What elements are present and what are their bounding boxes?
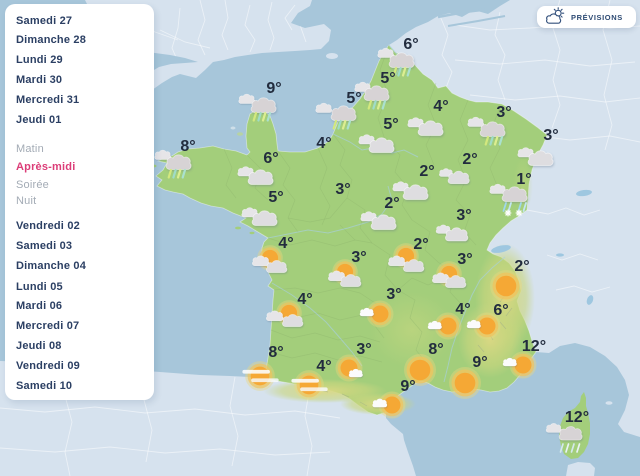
svg-text:2°: 2° — [462, 151, 477, 168]
svg-text:9°: 9° — [472, 354, 487, 371]
svg-text:6°: 6° — [263, 150, 278, 167]
svg-text:3°: 3° — [543, 127, 558, 144]
svg-text:2°: 2° — [413, 236, 428, 253]
svg-text:9°: 9° — [400, 378, 415, 395]
svg-text:8°: 8° — [428, 341, 443, 358]
svg-text:12°: 12° — [522, 338, 546, 355]
svg-text:5°: 5° — [346, 90, 361, 107]
svg-text:3°: 3° — [356, 341, 371, 358]
svg-text:2°: 2° — [514, 258, 529, 275]
svg-text:8°: 8° — [180, 138, 195, 155]
svg-text:6°: 6° — [403, 36, 418, 53]
svg-text:3°: 3° — [351, 249, 366, 266]
svg-text:3°: 3° — [386, 286, 401, 303]
svg-text:5°: 5° — [268, 189, 283, 206]
svg-text:3°: 3° — [456, 207, 471, 224]
svg-text:4°: 4° — [297, 291, 312, 308]
svg-text:4°: 4° — [316, 358, 331, 375]
svg-text:5°: 5° — [380, 70, 395, 87]
svg-text:4°: 4° — [316, 135, 331, 152]
svg-text:1°: 1° — [516, 171, 531, 188]
svg-text:4°: 4° — [433, 98, 448, 115]
svg-text:6°: 6° — [493, 302, 508, 319]
svg-text:4°: 4° — [278, 235, 293, 252]
svg-text:2°: 2° — [419, 163, 434, 180]
svg-text:8°: 8° — [268, 344, 283, 361]
svg-text:4°: 4° — [455, 301, 470, 318]
svg-text:12°: 12° — [565, 409, 589, 426]
svg-text:3°: 3° — [496, 104, 511, 121]
svg-text:3°: 3° — [457, 251, 472, 268]
svg-text:3°: 3° — [335, 181, 350, 198]
svg-text:9°: 9° — [266, 80, 281, 97]
svg-text:2°: 2° — [384, 195, 399, 212]
svg-text:5°: 5° — [383, 116, 398, 133]
